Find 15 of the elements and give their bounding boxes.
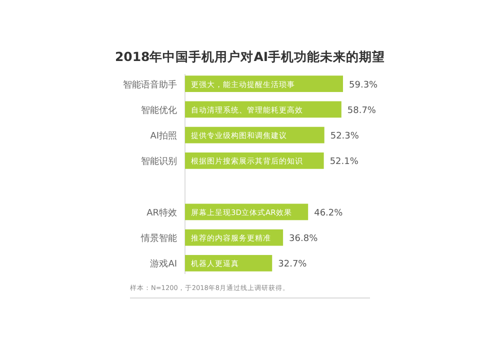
y-tick-label: 智能优化 — [141, 104, 177, 116]
chart-title: 2018年中国手机用户对AI手机功能未来的期望 — [114, 49, 386, 64]
data-label: 46.2% — [314, 208, 344, 218]
y-tick-label: AR特效 — [146, 207, 177, 218]
y-tick-label: 智能语音助手 — [123, 79, 177, 90]
data-label: 59.3% — [349, 80, 378, 90]
data-label: 36.8% — [289, 234, 318, 244]
y-tick-label: 情景智能 — [140, 233, 177, 244]
data-label: 52.1% — [330, 157, 359, 168]
data-label: 52.3% — [330, 132, 360, 142]
y-tick-label: 智能识别 — [141, 156, 177, 168]
data-label: 32.7% — [278, 260, 308, 270]
y-tick-label: 游戏AI — [150, 258, 177, 270]
y-tick-label: AI拍照 — [150, 130, 177, 142]
data-label: 58.7% — [347, 106, 376, 116]
